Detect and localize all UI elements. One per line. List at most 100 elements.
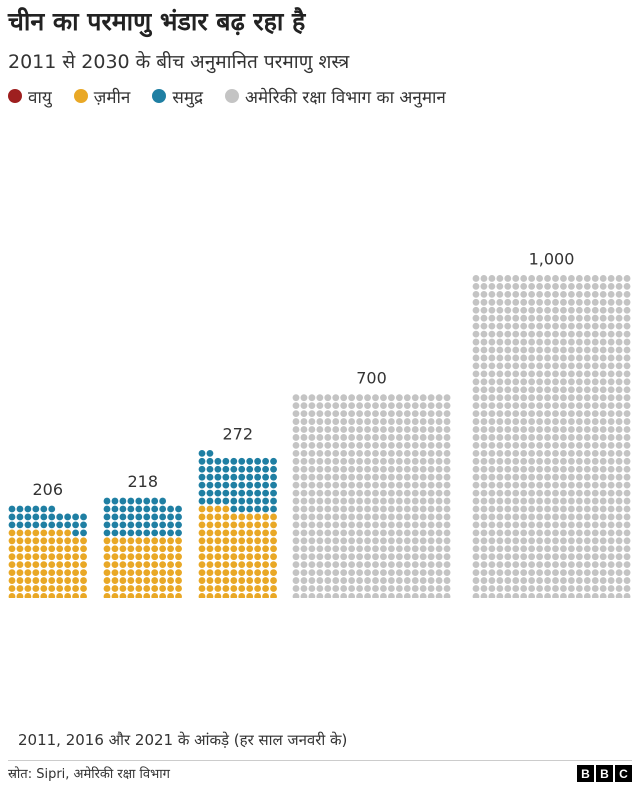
waffle-dot-estimate	[623, 442, 631, 449]
column-2030	[472, 275, 631, 598]
waffle-dot-land	[143, 537, 151, 545]
waffle-dot-estimate	[512, 338, 520, 346]
waffle-dot-sea	[143, 505, 151, 513]
waffle-dot-estimate	[435, 442, 443, 449]
waffle-dot-estimate	[496, 283, 504, 290]
waffle-dot-estimate	[520, 338, 528, 346]
waffle-dot-estimate	[403, 418, 411, 425]
waffle-dot-estimate	[512, 497, 520, 505]
waffle-dot-estimate	[568, 338, 575, 346]
waffle-dot-sea	[230, 465, 238, 473]
waffle-dot-estimate	[623, 338, 631, 346]
waffle-dot-sea	[254, 465, 262, 473]
waffle-dot-land	[222, 569, 230, 576]
waffle-dot-estimate	[496, 322, 504, 330]
footnote: 2011, 2016 और 2021 के आंकड़े (हर साल जनव…	[18, 731, 348, 749]
waffle-dot-estimate	[512, 545, 520, 553]
waffle-dot-estimate	[544, 442, 551, 449]
waffle-dot-estimate	[599, 306, 607, 314]
waffle-dot-estimate	[324, 545, 332, 553]
waffle-dot-estimate	[427, 513, 435, 521]
waffle-dot-land	[198, 569, 206, 576]
waffle-dot-estimate	[599, 513, 607, 521]
waffle-dot-estimate	[403, 577, 411, 584]
waffle-dot-estimate	[427, 418, 435, 425]
waffle-dot-estimate	[427, 449, 435, 457]
waffle-dot-estimate	[332, 545, 340, 553]
waffle-dot-estimate	[356, 521, 363, 529]
waffle-dot-land	[254, 537, 262, 545]
waffle-dot-land	[72, 593, 79, 598]
waffle-dot-estimate	[568, 314, 575, 322]
waffle-dot-estimate	[324, 569, 332, 576]
waffle-dot-estimate	[599, 449, 607, 457]
waffle-dot-sea	[119, 521, 127, 529]
waffle-dot-estimate	[480, 298, 488, 306]
waffle-dot-estimate	[512, 561, 520, 569]
waffle-dot-estimate	[536, 481, 543, 489]
waffle-dot-sea	[143, 521, 151, 529]
waffle-dot-estimate	[591, 338, 599, 346]
waffle-dot-land	[175, 545, 182, 553]
waffle-dot-estimate	[591, 418, 599, 425]
waffle-dot-estimate	[544, 378, 551, 386]
waffle-dot-land	[222, 561, 230, 569]
waffle-dot-estimate	[607, 306, 615, 314]
waffle-dot-sea	[8, 505, 16, 513]
waffle-dot-estimate	[435, 481, 443, 489]
waffle-dot-sea	[151, 521, 159, 529]
waffle-dot-estimate	[496, 481, 504, 489]
waffle-dot-land	[246, 561, 254, 569]
waffle-dot-estimate	[332, 585, 340, 592]
waffle-dot-estimate	[544, 473, 551, 481]
waffle-dot-estimate	[395, 553, 403, 561]
waffle-dot-sea	[167, 529, 175, 537]
waffle-dot-estimate	[348, 418, 356, 425]
waffle-dot-estimate	[552, 529, 559, 537]
waffle-dot-estimate	[520, 394, 528, 402]
bbc-logo-block: B	[596, 765, 613, 782]
waffle-dot-estimate	[419, 481, 427, 489]
waffle-dot-estimate	[356, 394, 363, 402]
waffle-dot-estimate	[488, 322, 496, 330]
waffle-dot-estimate	[364, 426, 371, 433]
total-label-2027: 700	[356, 369, 387, 388]
waffle-dot-estimate	[599, 577, 607, 584]
waffle-dot-estimate	[583, 346, 591, 354]
waffle-dot-estimate	[591, 346, 599, 354]
waffle-dot-estimate	[403, 465, 411, 473]
waffle-dot-estimate	[504, 386, 512, 394]
waffle-dot-estimate	[599, 529, 607, 537]
waffle-dot-estimate	[520, 473, 528, 481]
waffle-dot-estimate	[380, 410, 387, 417]
waffle-dot-land	[238, 513, 246, 521]
waffle-dot-estimate	[615, 298, 623, 306]
waffle-dot-sea	[230, 505, 238, 513]
waffle-dot-estimate	[356, 593, 363, 598]
waffle-dot-estimate	[316, 513, 324, 521]
waffle-dot-estimate	[512, 426, 520, 433]
waffle-dot-estimate	[512, 521, 520, 529]
waffle-dot-estimate	[512, 402, 520, 410]
legend-item-sea: समुद्र	[152, 85, 203, 108]
waffle-dot-estimate	[536, 378, 543, 386]
waffle-dot-land	[270, 593, 277, 598]
waffle-dot-land	[214, 569, 222, 576]
waffle-dot-estimate	[332, 529, 340, 537]
waffle-dot-sea	[198, 489, 206, 497]
column-2021	[198, 449, 277, 598]
waffle-dot-estimate	[488, 537, 496, 545]
waffle-dot-estimate	[536, 577, 543, 584]
waffle-dot-land	[175, 593, 182, 598]
waffle-dot-sea	[246, 489, 254, 497]
waffle-dot-estimate	[528, 386, 536, 394]
waffle-dot-estimate	[340, 402, 348, 410]
waffle-dot-land	[16, 537, 24, 545]
waffle-dot-estimate	[583, 338, 591, 346]
waffle-dot-sea	[103, 513, 111, 521]
waffle-dot-estimate	[615, 489, 623, 497]
waffle-dot-land	[32, 569, 40, 576]
waffle-dot-land	[48, 545, 56, 553]
waffle-dot-estimate	[504, 473, 512, 481]
waffle-dot-land	[8, 537, 16, 545]
